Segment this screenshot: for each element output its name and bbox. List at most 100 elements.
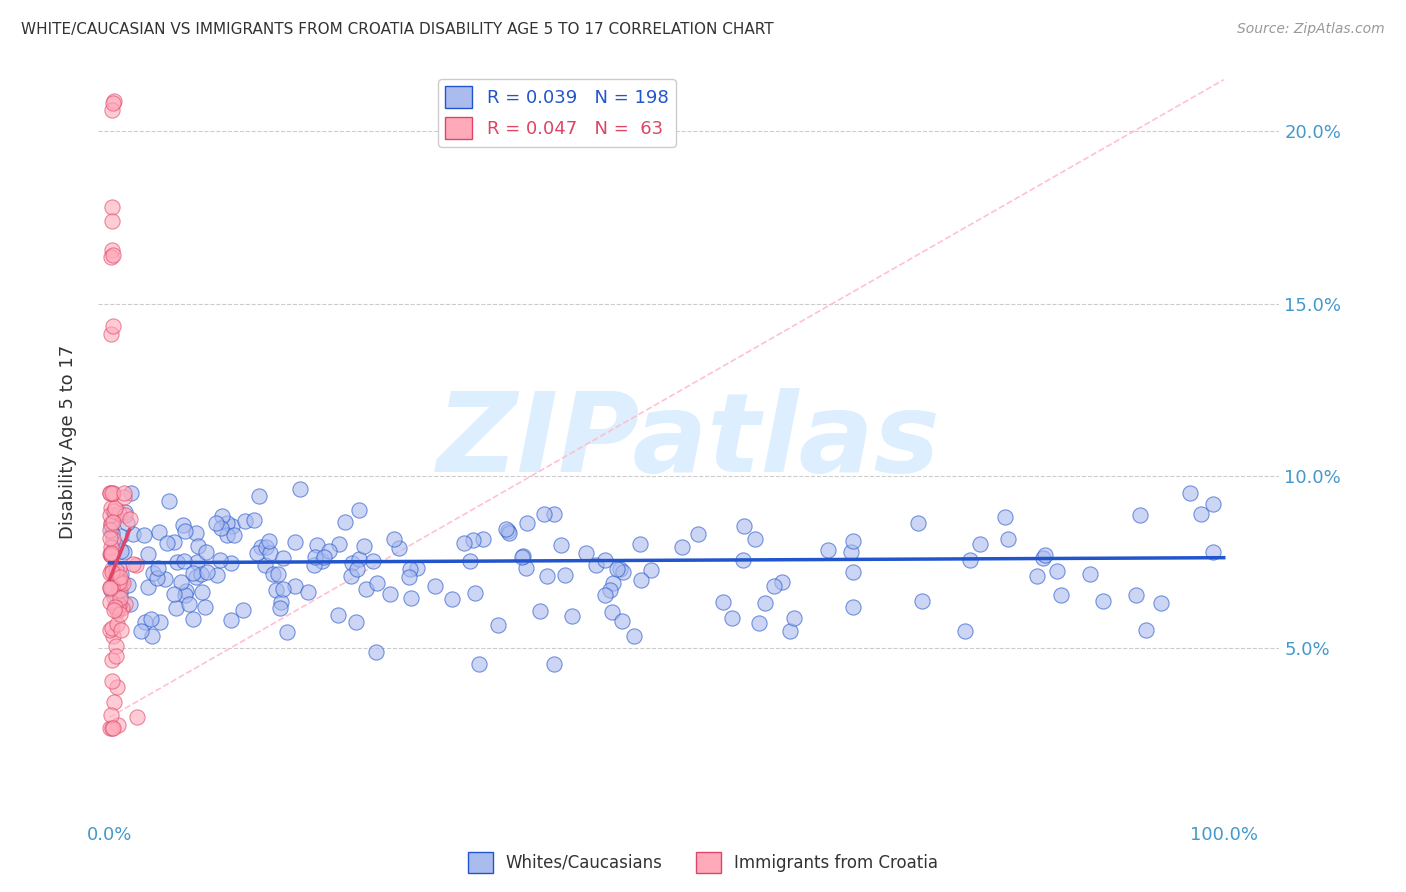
Point xyxy=(612,614,634,628)
Point xyxy=(103,629,125,643)
Point xyxy=(271,582,294,597)
Point xyxy=(100,486,122,500)
Point xyxy=(101,561,124,575)
Point xyxy=(108,575,131,590)
Point xyxy=(264,583,287,598)
Point xyxy=(166,555,188,569)
Point xyxy=(127,710,149,724)
Point xyxy=(104,588,127,602)
Point xyxy=(270,595,292,609)
Point xyxy=(105,604,128,618)
Legend: Whites/Caucasians, Immigrants from Croatia: Whites/Caucasians, Immigrants from Croat… xyxy=(461,846,945,880)
Point xyxy=(221,557,243,571)
Point xyxy=(114,505,136,519)
Point xyxy=(108,587,131,601)
Point xyxy=(686,526,709,541)
Point xyxy=(105,563,128,577)
Point xyxy=(101,721,124,735)
Point xyxy=(172,517,194,532)
Point xyxy=(129,624,152,639)
Point xyxy=(288,482,311,496)
Point xyxy=(103,695,125,709)
Point xyxy=(388,541,411,555)
Point xyxy=(262,567,284,582)
Point xyxy=(134,615,156,630)
Point xyxy=(110,623,132,637)
Point xyxy=(100,250,122,264)
Point xyxy=(104,537,127,551)
Y-axis label: Disability Age 5 to 17: Disability Age 5 to 17 xyxy=(59,344,77,539)
Point xyxy=(398,570,420,584)
Point xyxy=(115,516,138,530)
Point xyxy=(512,549,534,563)
Point xyxy=(516,516,538,530)
Point xyxy=(495,522,517,536)
Point xyxy=(100,525,122,540)
Point xyxy=(100,548,122,562)
Point xyxy=(249,541,271,555)
Point xyxy=(271,550,294,565)
Point xyxy=(953,624,976,639)
Point xyxy=(136,547,159,561)
Point xyxy=(101,247,124,261)
Point xyxy=(101,565,124,579)
Point xyxy=(111,600,134,615)
Point xyxy=(762,579,785,593)
Point xyxy=(104,500,127,515)
Point xyxy=(112,490,135,504)
Point xyxy=(101,213,124,227)
Point xyxy=(103,504,125,518)
Point xyxy=(104,599,127,614)
Point xyxy=(105,680,128,694)
Point xyxy=(110,575,132,590)
Point xyxy=(510,549,533,564)
Point xyxy=(463,533,485,548)
Point xyxy=(628,537,651,551)
Point xyxy=(184,526,207,541)
Point xyxy=(101,533,124,547)
Point xyxy=(112,545,135,559)
Point xyxy=(1026,569,1049,583)
Point xyxy=(284,535,307,549)
Point xyxy=(398,562,420,576)
Point xyxy=(1032,551,1054,566)
Point xyxy=(120,486,142,500)
Point xyxy=(783,611,806,625)
Point xyxy=(181,566,204,580)
Point xyxy=(107,601,129,615)
Point xyxy=(720,611,742,625)
Point xyxy=(748,616,770,631)
Point xyxy=(101,621,124,635)
Point xyxy=(101,243,124,257)
Point xyxy=(101,721,124,735)
Point xyxy=(101,544,124,558)
Point xyxy=(107,561,129,575)
Point xyxy=(612,565,634,579)
Point xyxy=(100,546,122,560)
Point xyxy=(204,516,226,530)
Point xyxy=(328,536,350,550)
Point xyxy=(163,535,186,549)
Point xyxy=(340,569,363,583)
Point xyxy=(174,589,197,603)
Point xyxy=(440,591,463,606)
Point xyxy=(195,545,218,559)
Point xyxy=(191,585,214,599)
Point xyxy=(148,615,170,629)
Point xyxy=(399,591,422,605)
Point xyxy=(170,574,193,589)
Point xyxy=(121,558,143,572)
Point xyxy=(305,538,328,552)
Point xyxy=(104,648,127,663)
Point xyxy=(100,103,122,117)
Point xyxy=(600,605,623,619)
Point xyxy=(779,624,801,639)
Point xyxy=(378,587,401,601)
Point xyxy=(105,617,128,632)
Point xyxy=(770,575,793,590)
Point xyxy=(839,545,862,559)
Point xyxy=(711,595,734,609)
Point xyxy=(585,558,607,573)
Point xyxy=(232,603,254,617)
Point xyxy=(731,553,754,567)
